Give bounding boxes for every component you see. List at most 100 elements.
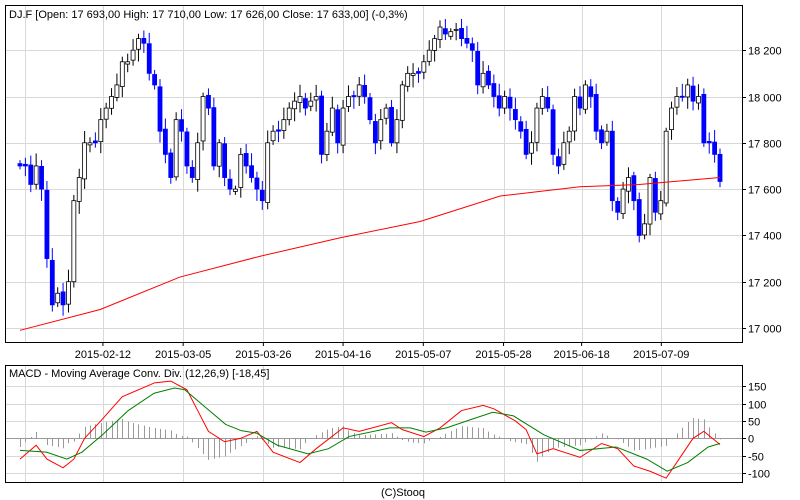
candle-body — [534, 107, 540, 143]
candle-body — [71, 200, 77, 283]
candle-body — [44, 189, 50, 259]
macd-histogram — [20, 418, 721, 462]
candle-body — [254, 177, 260, 190]
candle-body — [437, 26, 443, 40]
price-title: DJ.F [Open: 17 693,00 High: 17 710,00 Lo… — [9, 9, 408, 21]
moving-average-line — [19, 177, 721, 331]
candle-body — [17, 163, 23, 167]
candle-body — [399, 84, 405, 121]
candle-body — [168, 152, 174, 178]
candle-body — [378, 119, 384, 142]
candle-body — [222, 143, 228, 178]
y-tick-label: 17 600 — [748, 185, 782, 197]
candle-body — [631, 175, 637, 202]
candle-body — [211, 107, 217, 167]
candle-body — [459, 28, 464, 40]
candle-body — [232, 188, 238, 192]
candle-body — [119, 61, 125, 87]
candle-body — [189, 166, 195, 178]
x-tick-label: 2015-07-09 — [633, 349, 689, 361]
x-tick-label: 2015-02-12 — [75, 349, 131, 361]
candle-body — [297, 96, 303, 103]
candle-body — [292, 100, 298, 110]
candle-body — [356, 84, 362, 97]
candle-body — [308, 100, 314, 107]
credit-text: (C)Stooq — [381, 487, 425, 499]
y-tick-label: 150 — [748, 382, 766, 394]
candle-body — [227, 178, 233, 190]
candle-body — [243, 153, 249, 167]
y-tick-label: 18 000 — [748, 93, 782, 105]
candle-body — [669, 107, 674, 131]
candle-body — [152, 74, 158, 86]
candle-body — [523, 128, 529, 155]
candle-body — [92, 140, 98, 144]
y-tick-label: 17 000 — [748, 324, 782, 336]
candle-body — [652, 178, 658, 213]
candle-body — [324, 130, 330, 156]
candle-body — [173, 119, 179, 178]
candle-body — [636, 199, 642, 236]
candle-body — [394, 119, 400, 144]
candle-body — [114, 84, 120, 98]
candle-body — [39, 166, 44, 190]
candle-body — [448, 31, 454, 37]
candle-body — [383, 107, 389, 119]
candle-body — [249, 165, 254, 178]
candle-body — [389, 106, 394, 144]
y-tick-label: 50 — [748, 417, 760, 429]
candle-body — [480, 72, 486, 88]
macd-line — [19, 380, 721, 479]
candle-body — [685, 84, 691, 98]
price-grid — [6, 6, 742, 342]
candle-body — [195, 142, 201, 181]
candle-body — [582, 84, 588, 110]
candle-body — [259, 189, 265, 202]
candle-body — [162, 128, 168, 155]
candle-body — [529, 142, 534, 154]
y-tick-label: 18 200 — [748, 46, 782, 58]
candle-body — [512, 109, 518, 121]
candle-body — [717, 153, 723, 182]
candle-body — [238, 153, 244, 188]
y-tick-label: 17 400 — [748, 231, 782, 243]
candle-body — [642, 223, 648, 236]
candle-body — [609, 130, 615, 202]
candle-body — [340, 107, 346, 146]
candle-body — [416, 71, 421, 74]
x-tick-label: 2015-04-16 — [315, 349, 371, 361]
candle-body — [469, 43, 475, 51]
candle-body — [103, 107, 109, 120]
candle-body — [426, 49, 432, 62]
candle-body — [98, 119, 104, 143]
candle-body — [577, 96, 583, 109]
candle-body — [679, 95, 685, 98]
candle-body — [550, 109, 556, 155]
candle-body — [593, 94, 599, 132]
candle-body — [647, 177, 653, 225]
x-tick-label: 2015-03-05 — [155, 349, 211, 361]
candle-body — [49, 260, 55, 306]
candle-body — [690, 85, 696, 102]
y-tick-label: 17 800 — [748, 139, 782, 151]
candle-body — [507, 96, 513, 109]
candle-body — [136, 38, 141, 50]
candle-body — [658, 200, 664, 215]
candle-body — [545, 97, 551, 109]
x-tick-label: 2015-05-07 — [395, 349, 451, 361]
candle-body — [518, 121, 524, 132]
candle-body — [410, 72, 416, 76]
candle-body — [604, 130, 610, 143]
candle-body — [82, 142, 88, 180]
candle-body — [125, 61, 131, 65]
macd-axis: -100 -50 0 50 100 150 — [742, 382, 770, 481]
candle-body — [184, 131, 190, 167]
candle-body — [60, 291, 66, 306]
candle-body — [281, 119, 287, 131]
candle-body — [270, 130, 276, 142]
y-tick-label: -50 — [748, 452, 764, 464]
candle-body — [706, 141, 712, 144]
candle-body — [319, 95, 324, 155]
candle-body — [502, 96, 508, 109]
